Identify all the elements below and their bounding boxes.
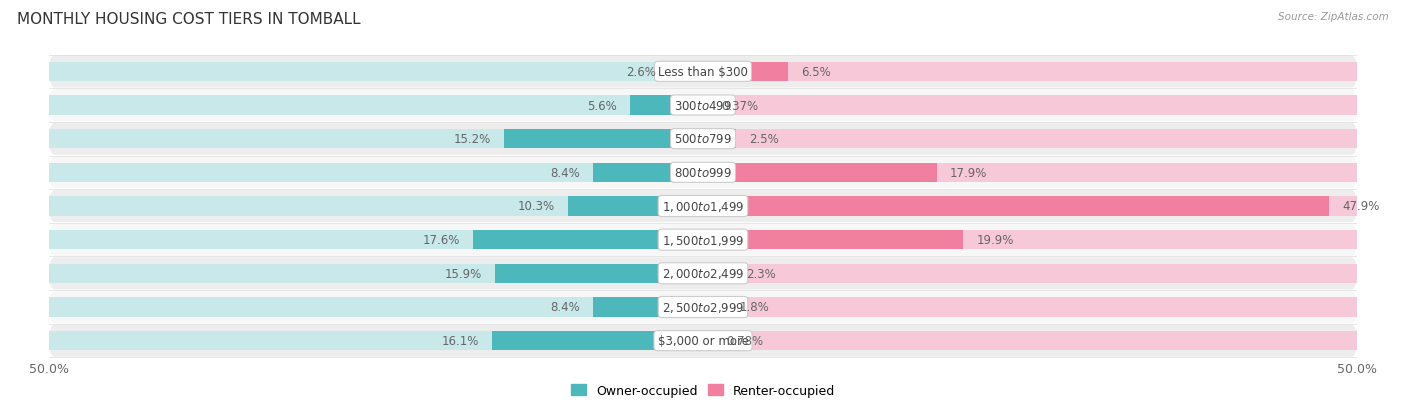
FancyBboxPatch shape (49, 224, 1357, 256)
Bar (492, 331, 703, 351)
Bar (495, 264, 703, 283)
Text: 2.5%: 2.5% (749, 133, 779, 146)
Text: 10.3%: 10.3% (519, 200, 555, 213)
Bar (703, 197, 1357, 216)
Bar (49, 62, 703, 82)
Bar (472, 230, 703, 250)
Bar (703, 96, 1357, 116)
Bar (703, 297, 1357, 317)
Text: 6.5%: 6.5% (801, 66, 831, 78)
Bar (49, 130, 703, 149)
FancyBboxPatch shape (49, 157, 1357, 189)
Bar (703, 62, 787, 82)
FancyBboxPatch shape (49, 90, 1357, 122)
Text: 15.9%: 15.9% (444, 267, 482, 280)
Text: 5.6%: 5.6% (586, 99, 617, 112)
Text: $1,500 to $1,999: $1,500 to $1,999 (662, 233, 744, 247)
Text: 2.3%: 2.3% (747, 267, 776, 280)
Text: 1.8%: 1.8% (740, 301, 769, 314)
FancyBboxPatch shape (49, 258, 1357, 290)
Text: 0.37%: 0.37% (721, 99, 758, 112)
Text: $3,000 or more: $3,000 or more (658, 335, 748, 347)
Text: 47.9%: 47.9% (1343, 200, 1379, 213)
Bar (703, 230, 1357, 250)
Bar (703, 331, 1357, 351)
FancyBboxPatch shape (49, 123, 1357, 155)
Bar (49, 264, 703, 283)
Text: 17.6%: 17.6% (422, 234, 460, 247)
Text: 8.4%: 8.4% (550, 166, 581, 179)
Bar (505, 130, 703, 149)
Text: 19.9%: 19.9% (976, 234, 1014, 247)
Text: 15.2%: 15.2% (454, 133, 491, 146)
Bar (703, 264, 1357, 283)
Text: MONTHLY HOUSING COST TIERS IN TOMBALL: MONTHLY HOUSING COST TIERS IN TOMBALL (17, 12, 360, 27)
Text: $1,000 to $1,499: $1,000 to $1,499 (662, 199, 744, 214)
Bar (703, 163, 936, 183)
Bar (49, 96, 703, 116)
Bar (703, 331, 713, 351)
Text: $2,000 to $2,499: $2,000 to $2,499 (662, 267, 744, 281)
Bar (593, 163, 703, 183)
FancyBboxPatch shape (49, 325, 1357, 357)
Text: Less than $300: Less than $300 (658, 66, 748, 78)
Bar (703, 130, 1357, 149)
FancyBboxPatch shape (49, 190, 1357, 223)
Bar (669, 62, 703, 82)
Text: $2,500 to $2,999: $2,500 to $2,999 (662, 300, 744, 314)
Bar (703, 130, 735, 149)
Bar (703, 264, 733, 283)
Bar (49, 197, 703, 216)
Bar (703, 96, 707, 116)
Text: $300 to $499: $300 to $499 (673, 99, 733, 112)
FancyBboxPatch shape (49, 56, 1357, 88)
Bar (703, 62, 1357, 82)
FancyBboxPatch shape (49, 291, 1357, 323)
Bar (703, 197, 1329, 216)
Text: Source: ZipAtlas.com: Source: ZipAtlas.com (1278, 12, 1389, 22)
Bar (703, 297, 727, 317)
Bar (49, 297, 703, 317)
Legend: Owner-occupied, Renter-occupied: Owner-occupied, Renter-occupied (567, 379, 839, 402)
Text: 0.78%: 0.78% (727, 335, 763, 347)
Bar (568, 197, 703, 216)
Bar (49, 331, 703, 351)
Bar (703, 163, 1357, 183)
Text: 16.1%: 16.1% (441, 335, 479, 347)
Bar (593, 297, 703, 317)
Text: 17.9%: 17.9% (950, 166, 987, 179)
Text: 2.6%: 2.6% (626, 66, 657, 78)
Text: 8.4%: 8.4% (550, 301, 581, 314)
Bar (49, 163, 703, 183)
Bar (49, 230, 703, 250)
Text: $500 to $799: $500 to $799 (673, 133, 733, 146)
Bar (630, 96, 703, 116)
Bar (703, 230, 963, 250)
Text: $800 to $999: $800 to $999 (673, 166, 733, 179)
